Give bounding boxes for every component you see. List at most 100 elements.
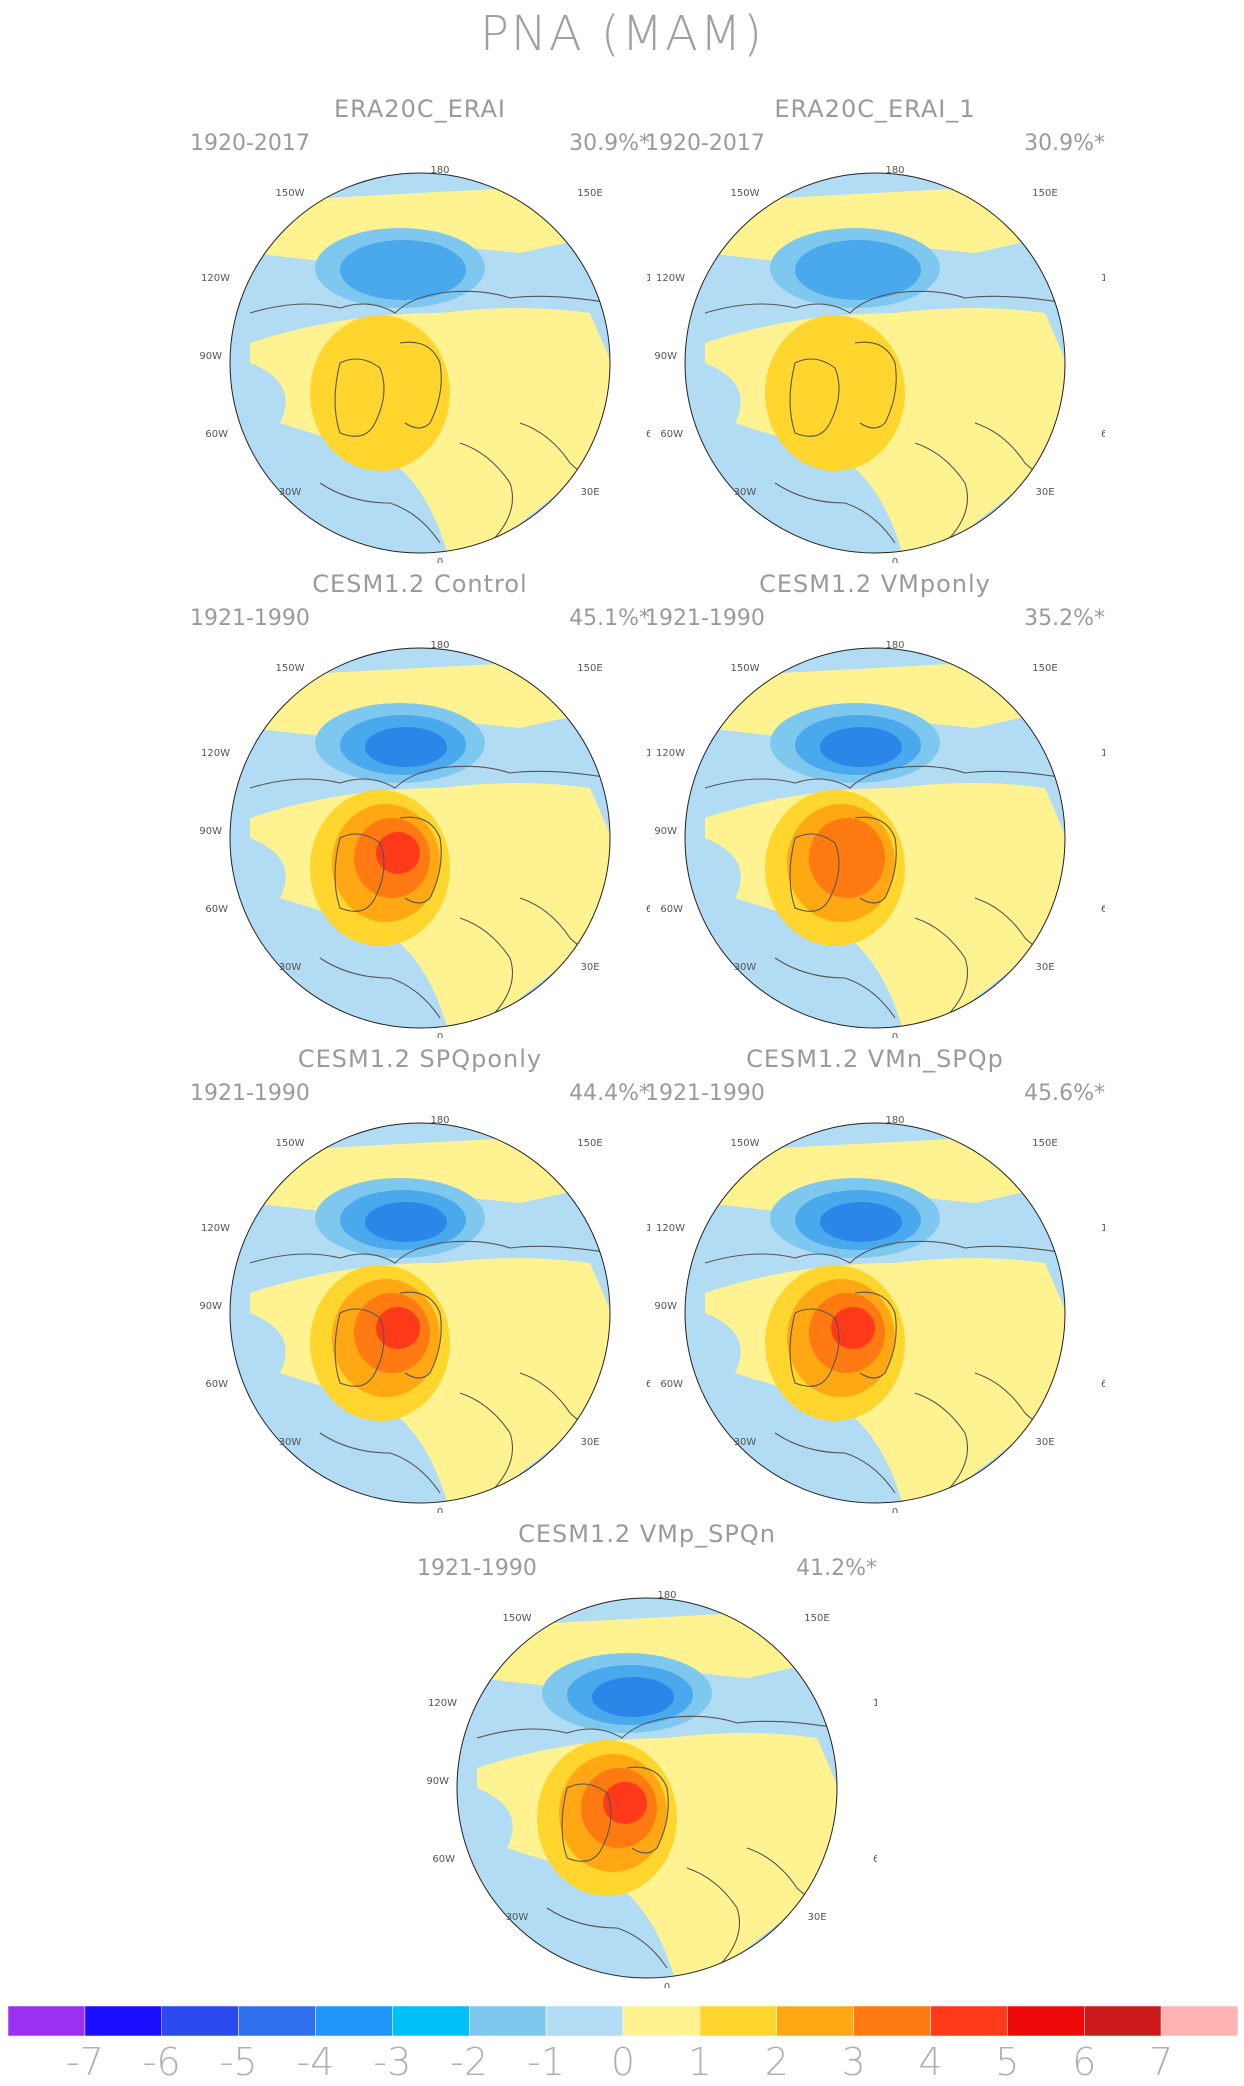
longitude-label: 90W (654, 1301, 677, 1312)
positive-anomaly-contour (376, 1307, 420, 1349)
longitude-label: 30E (1035, 1437, 1054, 1448)
positive-anomaly-contour (809, 818, 885, 898)
colorbar-tick-label: -5 (219, 2040, 258, 2084)
panel-years: 1921-1990 (190, 606, 310, 631)
negative-anomaly-contour (365, 1202, 447, 1242)
longitude-label: 180 (885, 165, 904, 176)
longitude-label: 30W (734, 962, 757, 973)
panel-years: 1920-2017 (645, 131, 765, 156)
polar-map: 1800150W120W90W60W30W150E120E90E60E30E (199, 1115, 650, 1513)
longitude-label: 60E (646, 904, 650, 915)
colorbar-tick-label: -3 (373, 2040, 412, 2084)
map-boundary (229, 1122, 611, 1504)
polar-map: 1800150W120W90W60W30W150E120E90E60E30E (654, 1115, 1105, 1513)
panel-variance-percent: 35.2%* (1024, 606, 1105, 631)
longitude-label: 0 (437, 1032, 443, 1038)
panel-years: 1921-1990 (645, 1081, 765, 1106)
colorbar-swatch (622, 2006, 701, 2036)
longitude-label: 150E (1032, 188, 1057, 199)
colorbar (8, 2006, 1238, 2036)
longitude-label: 180 (885, 640, 904, 651)
longitude-label: 30E (807, 1912, 826, 1923)
coastline (319, 957, 441, 1019)
positive-anomaly-band-north (685, 1133, 1065, 1213)
longitude-label: 120E (646, 273, 650, 284)
polar-map: 1800150W120W90W60W30W150E120E90E60E30E (426, 1590, 877, 1988)
positive-anomaly-band-north (457, 1608, 837, 1688)
colorbar-swatch (84, 2006, 162, 2036)
longitude-label: 120W (201, 1223, 230, 1234)
coastline (249, 290, 610, 314)
coastline (334, 1308, 385, 1387)
positive-anomaly-contour (310, 315, 450, 471)
longitude-label: 60E (1101, 904, 1105, 915)
colorbar-tick-label: 5 (995, 2040, 1020, 2084)
longitude-label: 60W (660, 429, 683, 440)
longitude-label: 150E (1032, 663, 1057, 674)
colorbar-swatch (776, 2006, 854, 2036)
longitude-label: 150W (731, 188, 760, 199)
map-panel: CESM1.2 VMn_SPQp 1921-1990 45.6%* 180 0 150W 1… (645, 1045, 1105, 1515)
colorbar-tick-label: 6 (1072, 2040, 1097, 2084)
coastline (319, 1432, 441, 1494)
negative-anomaly-contour (820, 1202, 902, 1242)
coastline (546, 1907, 668, 1969)
colorbar-swatch (1160, 2006, 1238, 2036)
colorbar-tick-label: 1 (687, 2040, 712, 2084)
longitude-label: 180 (885, 1115, 904, 1126)
coastline (789, 1308, 840, 1387)
figure-title: PNA (MAM) (479, 6, 765, 62)
negative-anomaly-contour (592, 1677, 674, 1717)
longitude-label: 150W (731, 1138, 760, 1149)
longitude-label: 120E (1101, 1223, 1105, 1234)
longitude-label: 150W (731, 663, 760, 674)
panel-variance-percent: 41.2%* (796, 1556, 877, 1581)
longitude-label: 150E (804, 1613, 829, 1624)
colorbar-swatch (238, 2006, 316, 2036)
longitude-label: 30E (580, 487, 599, 498)
coastline (399, 816, 442, 904)
colorbar-tick-label: 3 (841, 2040, 866, 2084)
longitude-label: 30E (580, 962, 599, 973)
longitude-label: 120W (656, 748, 685, 759)
longitude-label: 180 (430, 640, 449, 651)
longitude-label: 150W (276, 663, 305, 674)
coastline (704, 290, 1065, 314)
map-panel: CESM1.2 VMponly 1921-1990 35.2%* 180 0 150W 12… (645, 570, 1105, 1040)
coastline (319, 482, 441, 544)
longitude-label: 180 (657, 1590, 676, 1601)
coastline (704, 1240, 1065, 1264)
longitude-label: 120W (428, 1698, 457, 1709)
coastline (626, 1766, 669, 1854)
map-boundary (229, 647, 611, 1029)
longitude-label: 150W (276, 1138, 305, 1149)
longitude-label: 30W (279, 1437, 302, 1448)
panel-variance-percent: 44.4%* (569, 1081, 650, 1106)
colorbar-swatch (469, 2006, 547, 2036)
coastline (854, 816, 897, 904)
longitude-label: 30E (580, 1437, 599, 1448)
negative-anomaly-contour (365, 727, 447, 767)
longitude-label: 30E (1035, 962, 1054, 973)
coastline (476, 1715, 837, 1739)
longitude-label: 60E (646, 1379, 650, 1390)
longitude-label: 90W (654, 351, 677, 362)
longitude-label: 150W (276, 188, 305, 199)
longitude-label: 90W (654, 826, 677, 837)
colorbar-tick-label: -4 (296, 2040, 335, 2084)
longitude-label: 180 (430, 1115, 449, 1126)
longitude-label: 60W (432, 1854, 455, 1865)
colorbar-tick-label: 4 (918, 2040, 943, 2084)
coastline (774, 957, 896, 1019)
colorbar-swatch (315, 2006, 393, 2036)
longitude-label: 150E (1032, 1138, 1057, 1149)
panel-years: 1921-1990 (190, 1081, 310, 1106)
longitude-label: 0 (664, 1982, 670, 1988)
panel-variance-percent: 30.9%* (1024, 131, 1105, 156)
panel-variance-percent: 30.9%* (569, 131, 650, 156)
panel-title: ERA20C_ERAI_1 (774, 95, 976, 123)
negative-anomaly-contour (795, 240, 921, 300)
colorbar-swatch (8, 2006, 86, 2036)
map-panel: ERA20C_ERAI 1920-2017 30.9%* 180 0 150W 120W 90… (190, 95, 650, 565)
map-boundary (684, 172, 1066, 554)
